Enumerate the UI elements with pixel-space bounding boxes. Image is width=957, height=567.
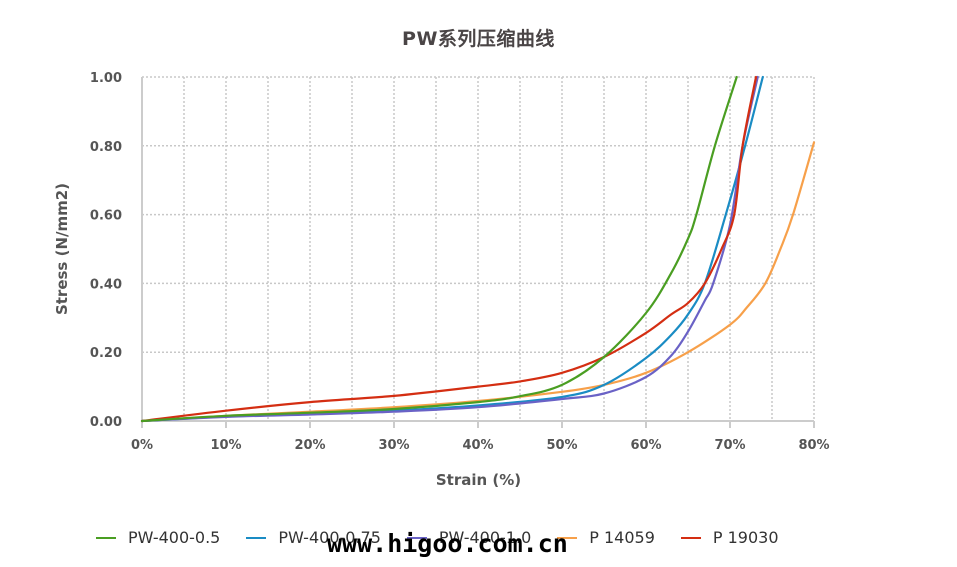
x-axis-ticks: 0% 10% 20% 30% 40% 50% 60% 70% 80% <box>131 421 830 453</box>
legend-item[interactable]: PW-400-0.75 <box>246 528 381 547</box>
chart-title: PW系列压缩曲线 <box>402 28 555 50</box>
legend-item[interactable]: P 19030 <box>680 528 779 547</box>
x-tick-label: 40% <box>462 438 493 453</box>
legend-swatch-icon <box>406 536 427 539</box>
x-tick-label: 0% <box>131 438 153 453</box>
x-axis-label: Strain (%) <box>435 471 522 489</box>
y-tick-label: 1.00 <box>90 71 122 86</box>
x-tick-label: 50% <box>546 438 577 453</box>
legend: PW-400-0.5 PW-400-0.75 PW-400-1.0 P 14059 P … <box>96 528 805 547</box>
legend-swatch-icon <box>246 536 267 539</box>
legend-item[interactable]: PW-400-1.0 <box>406 528 532 547</box>
grid-lines <box>142 76 815 421</box>
x-tick-label: 70% <box>714 438 745 453</box>
series-line-pw-400-0-75 <box>140 75 764 423</box>
series-line-pw-400-1-0 <box>140 75 759 423</box>
y-axis-label: Stress (N/mm2) <box>53 182 71 316</box>
legend-item[interactable]: PW-400-0.5 <box>96 528 220 547</box>
x-tick-label: 60% <box>630 438 661 453</box>
legend-label: PW-400-0.75 <box>278 528 381 547</box>
data-series <box>140 75 816 423</box>
x-tick-label: 80% <box>798 438 829 453</box>
legend-label: P 19030 <box>712 528 779 547</box>
series-line-pw-400-0-5 <box>140 75 738 423</box>
legend-swatch-icon <box>557 536 578 539</box>
y-tick-label: 0.80 <box>90 140 122 155</box>
y-tick-label: 0.20 <box>90 346 122 361</box>
y-tick-label: 0.00 <box>90 415 122 430</box>
legend-label: P 14059 <box>589 528 655 547</box>
y-tick-label: 0.60 <box>90 209 122 224</box>
legend-swatch-icon <box>96 536 116 539</box>
series-line-p-19030 <box>140 75 758 423</box>
y-axis-ticks: 0.00 0.20 0.40 0.60 0.80 1.00 <box>90 71 122 430</box>
legend-label: PW-400-0.5 <box>128 528 221 547</box>
y-tick-label: 0.40 <box>90 277 122 292</box>
watermark: www.higoo.com.cn <box>327 529 568 558</box>
x-tick-label: 30% <box>378 438 409 453</box>
x-tick-label: 20% <box>294 438 325 453</box>
x-tick-label: 10% <box>210 438 241 453</box>
legend-label: PW-400-1.0 <box>438 528 532 547</box>
legend-item[interactable]: P 14059 <box>557 528 655 547</box>
legend-swatch-icon <box>680 536 701 539</box>
